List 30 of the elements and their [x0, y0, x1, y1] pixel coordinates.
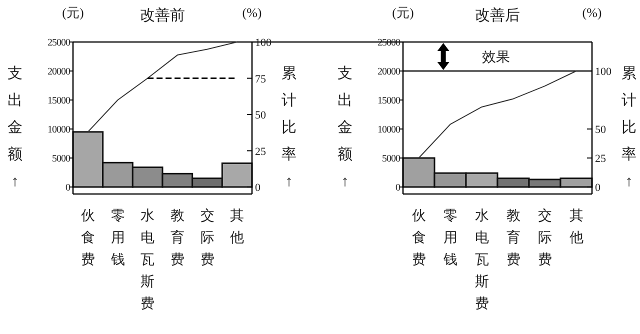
- y2label: 累计比率↑: [282, 66, 296, 190]
- title: 改善前: [140, 8, 185, 24]
- y-tick-label: 10000: [378, 124, 400, 136]
- annotation: 效果: [482, 50, 510, 66]
- y2-tick-label: 50: [255, 110, 266, 122]
- y-tick-label: 20000: [378, 66, 400, 78]
- y2-tick-label: 50: [595, 124, 606, 136]
- y-tick-label: 0: [66, 182, 70, 194]
- y2label: 累计比率↑: [622, 66, 636, 190]
- y-tick-label: 15000: [378, 96, 400, 106]
- y-tick-label: 5000: [382, 154, 400, 164]
- y2-tick-label: 0: [255, 182, 261, 194]
- annotation: (%): [242, 5, 262, 20]
- annotation: (%): [582, 5, 602, 20]
- ylabel: 支出金额↑: [338, 66, 352, 190]
- y-tick-label: 0: [396, 182, 400, 194]
- y-tick-label: 25000: [48, 38, 70, 48]
- y2-tick-label: 75: [255, 73, 266, 86]
- y2-tick-label: 25: [595, 153, 606, 165]
- ylabel: 支出金额↑: [8, 66, 22, 190]
- y-tick-label: 20000: [48, 66, 70, 78]
- y-tick-label: 15000: [48, 96, 70, 106]
- y2-tick-label: 100: [595, 66, 612, 78]
- y-tick-label: 10000: [48, 124, 70, 136]
- title: 改善后: [475, 8, 520, 24]
- annotation: (元): [392, 5, 414, 20]
- y2-tick-label: 0: [595, 182, 601, 194]
- annotation: (元): [62, 5, 84, 20]
- y2-tick-label: 25: [255, 146, 266, 158]
- y-tick-label: 5000: [52, 154, 70, 164]
